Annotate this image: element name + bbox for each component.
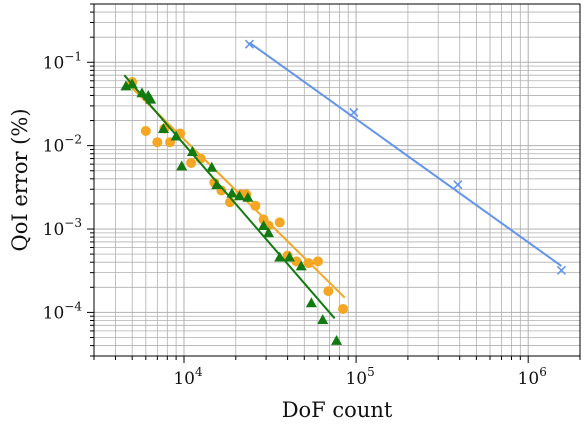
- fit-line-x: [248, 41, 563, 267]
- data-point-circle: [338, 303, 349, 314]
- data-point-triangle: [274, 251, 286, 262]
- data-point-triangle: [263, 227, 275, 238]
- data-point-triangle: [157, 123, 169, 134]
- data-point-triangle: [233, 190, 245, 201]
- y-tick-label: 10−3: [43, 216, 82, 240]
- data-point-x: [349, 107, 359, 118]
- data-point-circle: [312, 256, 323, 267]
- data-point-circle: [186, 157, 197, 168]
- series-layer: [120, 39, 566, 345]
- series-x: [244, 39, 566, 275]
- data-point-circle: [274, 217, 285, 228]
- data-point-triangle: [206, 161, 218, 172]
- data-point-triangle: [170, 130, 182, 141]
- y-tick-label: 10−1: [43, 49, 82, 73]
- x-tick-label: 104: [173, 365, 203, 389]
- y-tick-label: 10−2: [43, 133, 82, 157]
- ticks-layer: 104 105 106 10−1 10−2 10−3 10−4: [43, 3, 581, 389]
- data-point-x: [556, 265, 566, 275]
- y-axis-title: QoI error (%): [8, 108, 32, 251]
- data-point-circle: [140, 125, 151, 136]
- grid-layer: [93, 3, 581, 357]
- data-point-triangle: [242, 191, 254, 202]
- data-point-triangle: [126, 78, 138, 89]
- data-point-x: [244, 39, 254, 49]
- data-point-triangle: [145, 93, 157, 104]
- data-point-circle: [291, 256, 302, 267]
- data-point-triangle: [176, 160, 188, 171]
- data-point-triangle: [331, 335, 343, 345]
- data-point-triangle: [258, 220, 270, 230]
- data-point-circle: [250, 200, 261, 211]
- data-point-circle: [323, 286, 334, 297]
- data-point-circle: [303, 258, 314, 269]
- data-point-triangle: [283, 251, 295, 262]
- plot-frame: [93, 3, 581, 357]
- data-point-triangle: [226, 187, 238, 198]
- x-tick-label: 106: [518, 365, 547, 389]
- data-point-x: [453, 180, 463, 190]
- data-point-triangle: [305, 297, 317, 308]
- data-point-triangle: [295, 260, 307, 271]
- series-triangle: [120, 74, 343, 345]
- data-point-triangle: [211, 179, 223, 190]
- data-point-triangle: [136, 87, 148, 98]
- data-point-circle: [152, 137, 163, 148]
- x-axis-title: DoF count: [282, 398, 393, 422]
- y-tick-label: 10−4: [43, 299, 83, 323]
- data-point-triangle: [317, 314, 329, 324]
- x-tick-label: 105: [345, 365, 374, 389]
- data-point-triangle: [186, 146, 198, 156]
